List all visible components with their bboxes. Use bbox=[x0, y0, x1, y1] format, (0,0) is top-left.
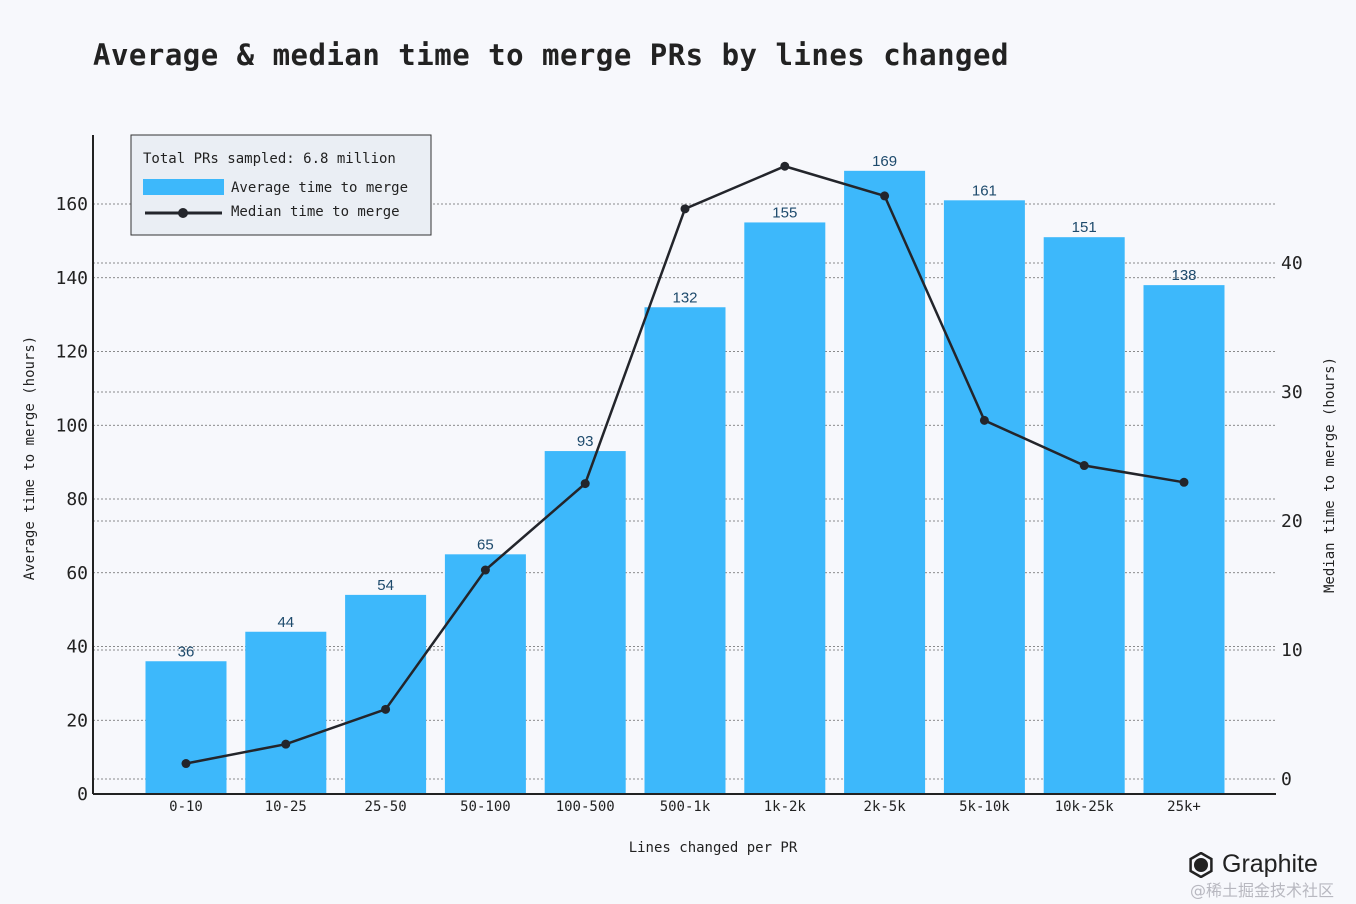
bar-value-label: 151 bbox=[1072, 219, 1097, 236]
y-tick-label: 140 bbox=[55, 268, 88, 289]
bar-500-1k bbox=[644, 307, 726, 794]
x-tick-label: 1k-2k bbox=[764, 799, 807, 815]
legend-bar-swatch bbox=[143, 179, 224, 195]
bar-value-label: 155 bbox=[772, 204, 797, 221]
x-tick-label: 50-100 bbox=[460, 799, 511, 815]
y-tick-label: 60 bbox=[66, 563, 88, 584]
legend-median: Median time to merge bbox=[231, 204, 400, 220]
bar-10-25 bbox=[245, 631, 327, 794]
watermark: @稀土掘金技术社区 bbox=[1190, 881, 1335, 900]
bar-25-50 bbox=[345, 594, 427, 794]
bar-50-100 bbox=[444, 554, 526, 794]
y2-tick-label: 20 bbox=[1281, 511, 1303, 532]
bar-value-label: 65 bbox=[477, 536, 494, 553]
y2-axis-label: Median time to merge (hours) bbox=[1322, 357, 1338, 593]
y2-tick-label: 30 bbox=[1281, 382, 1303, 403]
x-tick-label: 100-500 bbox=[556, 799, 615, 815]
bar-value-label: 36 bbox=[178, 643, 195, 660]
x-tick-label: 500-1k bbox=[660, 799, 711, 815]
bar-value-label: 44 bbox=[277, 614, 294, 631]
bar-value-label: 93 bbox=[577, 433, 594, 450]
chart-title: Average & median time to merge PRs by li… bbox=[93, 38, 1009, 72]
median-point-5k-10k bbox=[979, 415, 989, 425]
legend: Total PRs sampled: 6.8 million Average t… bbox=[130, 134, 432, 236]
y-tick-label: 40 bbox=[66, 637, 88, 658]
bar-value-label: 161 bbox=[972, 182, 997, 199]
bar-25k+ bbox=[1143, 285, 1225, 794]
x-tick-label: 10-25 bbox=[265, 799, 307, 815]
x-tick-label: 2k-5k bbox=[864, 799, 907, 815]
x-axis-label: Lines changed per PR bbox=[629, 840, 798, 856]
y-tick-label: 120 bbox=[55, 342, 88, 363]
x-tick-label: 25-50 bbox=[365, 799, 407, 815]
bar-2k-5k bbox=[844, 170, 926, 794]
graphite-hexagon-icon bbox=[1189, 851, 1213, 878]
y-tick-label: 160 bbox=[55, 194, 88, 215]
bar-value-label: 138 bbox=[1171, 267, 1196, 284]
bar-value-label: 169 bbox=[872, 153, 897, 170]
median-point-1k-2k bbox=[780, 161, 790, 171]
y-axis-label: Average time to merge (hours) bbox=[22, 336, 38, 580]
bar-1k-2k bbox=[744, 222, 826, 794]
median-point-25-50 bbox=[381, 704, 391, 714]
y2-tick-label: 10 bbox=[1281, 640, 1303, 661]
median-point-10k-25k bbox=[1079, 461, 1089, 471]
legend-average: Average time to merge bbox=[231, 180, 408, 196]
bar-value-label: 54 bbox=[377, 577, 394, 594]
median-point-100-500 bbox=[580, 479, 590, 489]
median-point-500-1k bbox=[680, 204, 690, 214]
y-tick-label: 80 bbox=[66, 489, 88, 510]
median-point-50-100 bbox=[480, 565, 490, 575]
bar-100-500 bbox=[544, 451, 626, 794]
x-tick-label: 10k-25k bbox=[1055, 799, 1115, 815]
legend-annotation: Total PRs sampled: 6.8 million bbox=[143, 151, 396, 167]
bar-value-label: 132 bbox=[672, 289, 697, 306]
median-point-0-10 bbox=[181, 759, 191, 769]
y-tick-label: 0 bbox=[77, 784, 88, 805]
y2-tick-label: 40 bbox=[1281, 253, 1303, 274]
graphite-logo: Graphite bbox=[1188, 850, 1318, 879]
legend-marker bbox=[178, 208, 188, 218]
bar-10k-25k bbox=[1043, 237, 1125, 794]
bar-5k-10k bbox=[943, 200, 1025, 794]
x-tick-label: 5k-10k bbox=[959, 799, 1010, 815]
bar-0-10 bbox=[145, 661, 227, 794]
median-point-10-25 bbox=[281, 739, 291, 749]
brand-name: Graphite bbox=[1222, 850, 1318, 878]
x-tick-label: 25k+ bbox=[1167, 799, 1201, 815]
median-point-2k-5k bbox=[880, 191, 890, 201]
y-tick-label: 20 bbox=[66, 710, 88, 731]
median-point-25k+ bbox=[1179, 477, 1189, 487]
x-tick-label: 0-10 bbox=[169, 799, 203, 815]
y-tick-label: 100 bbox=[55, 415, 88, 436]
y2-tick-label: 0 bbox=[1281, 769, 1292, 790]
